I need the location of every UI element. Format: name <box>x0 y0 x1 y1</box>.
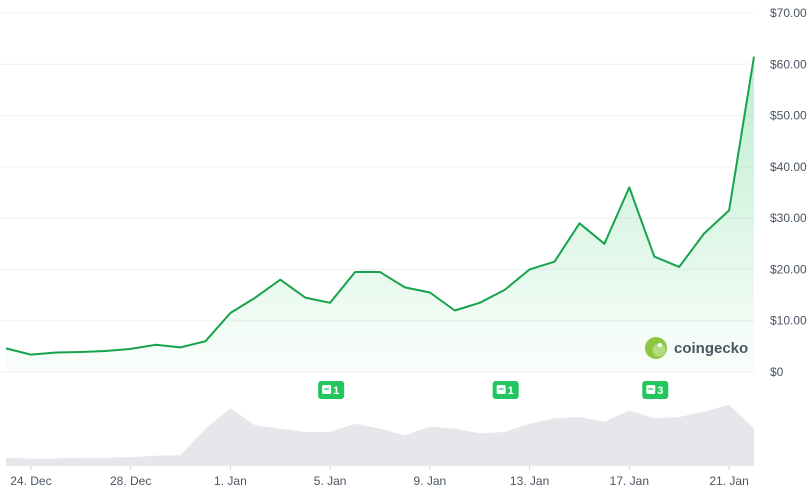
y-tick-label: $50.00 <box>770 109 807 123</box>
x-tick-label: 28. Dec <box>110 474 151 488</box>
x-tick-label: 24. Dec <box>10 474 51 488</box>
x-tick-label: 13. Jan <box>510 474 549 488</box>
gecko-icon-inner <box>652 343 666 357</box>
x-tick-label: 1. Jan <box>214 474 247 488</box>
y-tick-label: $40.00 <box>770 160 807 174</box>
price-area <box>6 56 754 372</box>
gecko-icon <box>645 337 667 359</box>
event-count: 3 <box>657 385 663 397</box>
x-axis: 24. Dec 28. Dec 1. Jan 5. Jan 9. Jan 13. Jan 1… <box>10 466 749 488</box>
brand-name: coingecko <box>674 340 748 357</box>
x-tick-label: 21. Jan <box>709 474 748 488</box>
event-count: 1 <box>333 385 339 397</box>
x-tick-label: 5. Jan <box>314 474 347 488</box>
y-tick-label: $10.00 <box>770 314 807 328</box>
y-tick-label: $0 <box>770 365 784 379</box>
x-tick-label: 17. Jan <box>610 474 649 488</box>
y-tick-label: $30.00 <box>770 211 807 225</box>
volume-area <box>6 404 754 466</box>
event-badge[interactable]: 1 <box>318 381 345 399</box>
y-tick-label: $70.00 <box>770 6 807 20</box>
gecko-eye <box>658 343 662 347</box>
event-markers[interactable]: 1 1 3 <box>318 381 669 399</box>
y-tick-label: $20.00 <box>770 262 807 276</box>
price-line-group <box>5 56 755 356</box>
y-tick-label: $60.00 <box>770 57 807 71</box>
price-fill <box>6 56 754 372</box>
volume-shape <box>6 404 754 466</box>
y-axis: $70.00 $60.00 $50.00 $40.00 $30.00 $20.00 $10.… <box>770 6 807 379</box>
coingecko-logo: coingecko <box>645 337 748 359</box>
event-count: 1 <box>508 385 514 397</box>
grid-lines <box>0 12 754 373</box>
event-badge[interactable]: 3 <box>642 381 669 399</box>
event-badge[interactable]: 1 <box>492 381 519 399</box>
price-line <box>5 56 755 356</box>
x-tick-label: 9. Jan <box>414 474 447 488</box>
